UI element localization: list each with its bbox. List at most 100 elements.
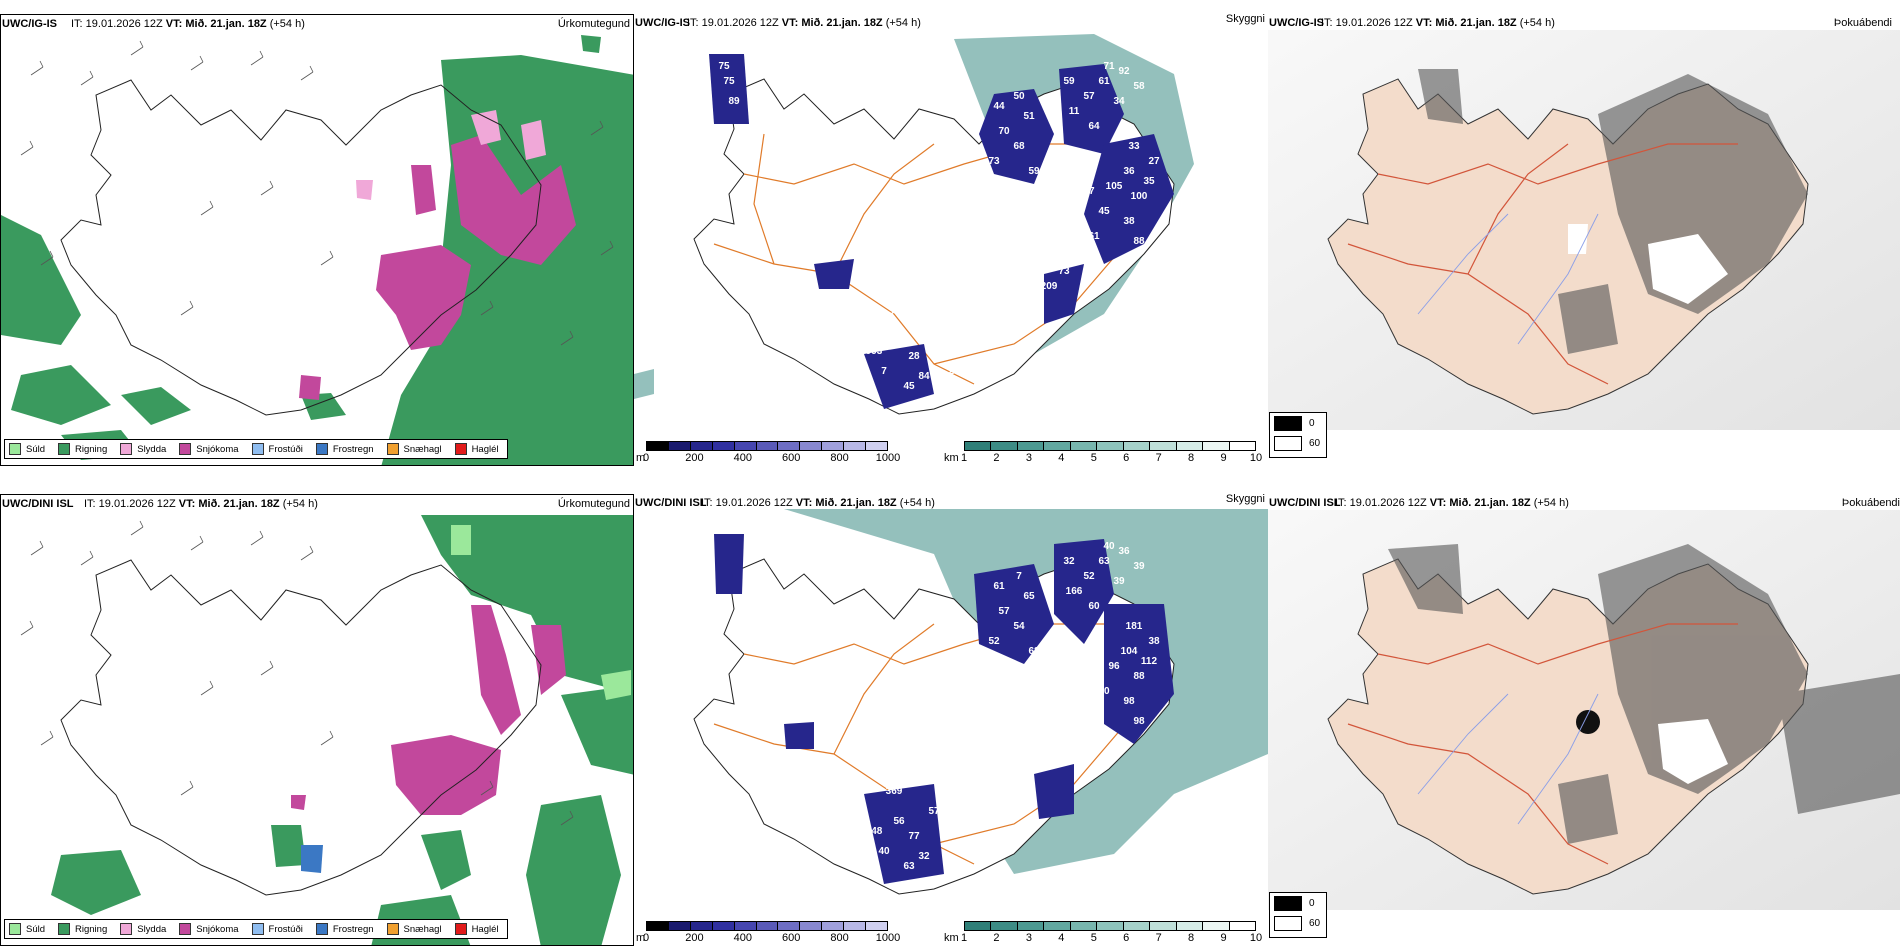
colorbar-tick-label: 9 [1220,932,1227,944]
colorbar-segment [965,922,992,930]
cloud-base-label: 32 [918,851,930,862]
cloud-base-label: 46 [1078,251,1090,262]
model-name: UWC/DINI ISL [635,497,707,509]
visibility-unit: km [944,932,959,944]
colorbar-segment [991,442,1018,450]
colorbar-tick-label: 400 [733,452,752,464]
legend-swatch [315,443,328,455]
colorbar-segment [991,922,1018,930]
fog-swatch-60 [1274,915,1302,931]
colorbar-segment [965,442,992,450]
cloud-base-label: 48 [943,751,955,762]
colorbar-tick-label: 200 [685,452,704,464]
fog-index-panel-row1: UWC/IG-IS IT: 19.01.2026 12Z VT: Mið. 21… [1268,14,1900,466]
colorbar-tick-label: 600 [782,932,801,944]
rivers [1417,213,1599,345]
panel-header: UWC/DINI ISL IT: 19.01.2026 12Z VT: Mið.… [1268,494,1900,510]
colorbar-segment [756,442,779,450]
cloud-base-bar [646,441,888,451]
cloud-base-label: 65 [1083,666,1095,677]
legend-swatch [58,443,71,455]
legend-swatch [58,923,71,935]
cloud-base-label: 40 [878,846,890,857]
cloud-base-label: 88 [1133,236,1145,247]
cloud-base-label: 112 [1141,656,1158,667]
colorbar-tick-label: 0 [642,452,650,464]
colorbar-segment [1044,922,1071,930]
cloud-base-label: 36 [1118,546,1130,557]
cloud-base-label: 54 [1068,686,1080,697]
colorbar-tick-label: 1000 [875,932,901,944]
panel-header: UWC/IG-IS IT: 19.01.2026 12Z VT: Mið. 21… [634,14,1268,30]
cloud-base-bar [646,921,888,931]
cloud-base-label: 50 [1013,91,1025,102]
legend-label: Súld [26,443,46,455]
legend-item: Rigning [58,923,107,935]
header-info: IT: 19.01.2026 12Z VT: Mið. 21.jan. 18Z … [687,17,921,29]
colorbar-segment [690,922,713,930]
legend-item: Súld [9,923,45,935]
colorbar-segment [1070,442,1098,450]
visibility-bar [964,921,1256,931]
colorbar-segment [778,922,801,930]
init-time: IT: 19.01.2026 12Z [1335,497,1430,509]
colorbar-tick-label: 4 [1058,452,1065,464]
cloud-base-label: 55 [928,766,940,777]
colorbar-segment [668,922,691,930]
cloud-base-label: 35 [1143,176,1155,187]
fog-legend-row: 0 [1270,893,1326,913]
valid-time: VT: Mið. 21.jan. 18Z [781,17,883,29]
colorbar-tick-label: 1000 [875,452,901,464]
colorbar-tick-label: 6 [1123,452,1130,464]
colorbar-segment [1229,442,1255,450]
legend-item: Haglél [454,443,499,455]
init-time: IT: 19.01.2026 12Z [84,498,179,510]
colorbar-tick-label: 400 [733,932,752,944]
visibility-panel-row1: UWC/IG-IS IT: 19.01.2026 12Z VT: Mið. 21… [634,14,1268,466]
cloud-base-label: 61 [1088,231,1100,242]
colorbar-segment [712,922,735,930]
panel-title: Úrkomutegund [557,498,630,510]
lead-time: (+54 h) [1516,17,1555,29]
fog-legend-label: 60 [1309,437,1321,449]
legend-label: Snjókoma [196,443,239,455]
colorbar-segment [800,442,823,450]
lead-time: (+54 h) [266,18,305,30]
cloud-base-label: 32 [1058,746,1070,757]
cloud-base-label: 104 [1121,646,1138,657]
legend-label: Slydda [137,923,167,935]
cloud-base-label: 33 [1128,141,1140,152]
iceland-coastline [60,79,542,416]
cloud-base-label: 43 [828,686,840,697]
cloud-base-label: 38 [888,306,900,317]
colorbar-tick-label: 7 [1155,452,1162,464]
cloud-base-label: 993 [866,346,883,357]
cloud-base-label: 73 [1058,266,1070,277]
legend-item: Haglél [454,923,499,935]
cloud-base-label: 38 [1148,636,1160,647]
cloud-base-label: 96 [1108,661,1120,672]
cloud-base-label: 58 [1133,81,1145,92]
cloud-base-label: 70 [998,126,1010,137]
cloud-base-label: 27 [1148,156,1160,167]
legend-item: Frostúði [251,923,303,935]
cloud-base-label: 71 [1103,61,1115,72]
cloud-base-label: 98 [1123,696,1135,707]
fog-swatch-0 [1274,895,1302,911]
colorbar-tick-label: 1 [960,452,968,464]
colorbar-tick-label: 200 [685,932,704,944]
colorbar-segment [647,442,669,450]
model-name: UWC/IG-IS [2,18,57,30]
colorbar-tick-label: 2 [993,452,1000,464]
cloud-base-label: 13 [988,316,1000,327]
cloud-base-label: 78 [828,206,840,217]
colorbar-segment [1150,442,1177,450]
colorbar-tick-label: 800 [830,452,849,464]
cloud-base-label: 75 [718,61,730,72]
colorbar-segment [668,442,691,450]
cloud-base-label: 57 [928,806,940,817]
colorbar-segment [1176,922,1204,930]
cloud-base-label: 56 [893,816,905,827]
precip-map [1,35,633,465]
